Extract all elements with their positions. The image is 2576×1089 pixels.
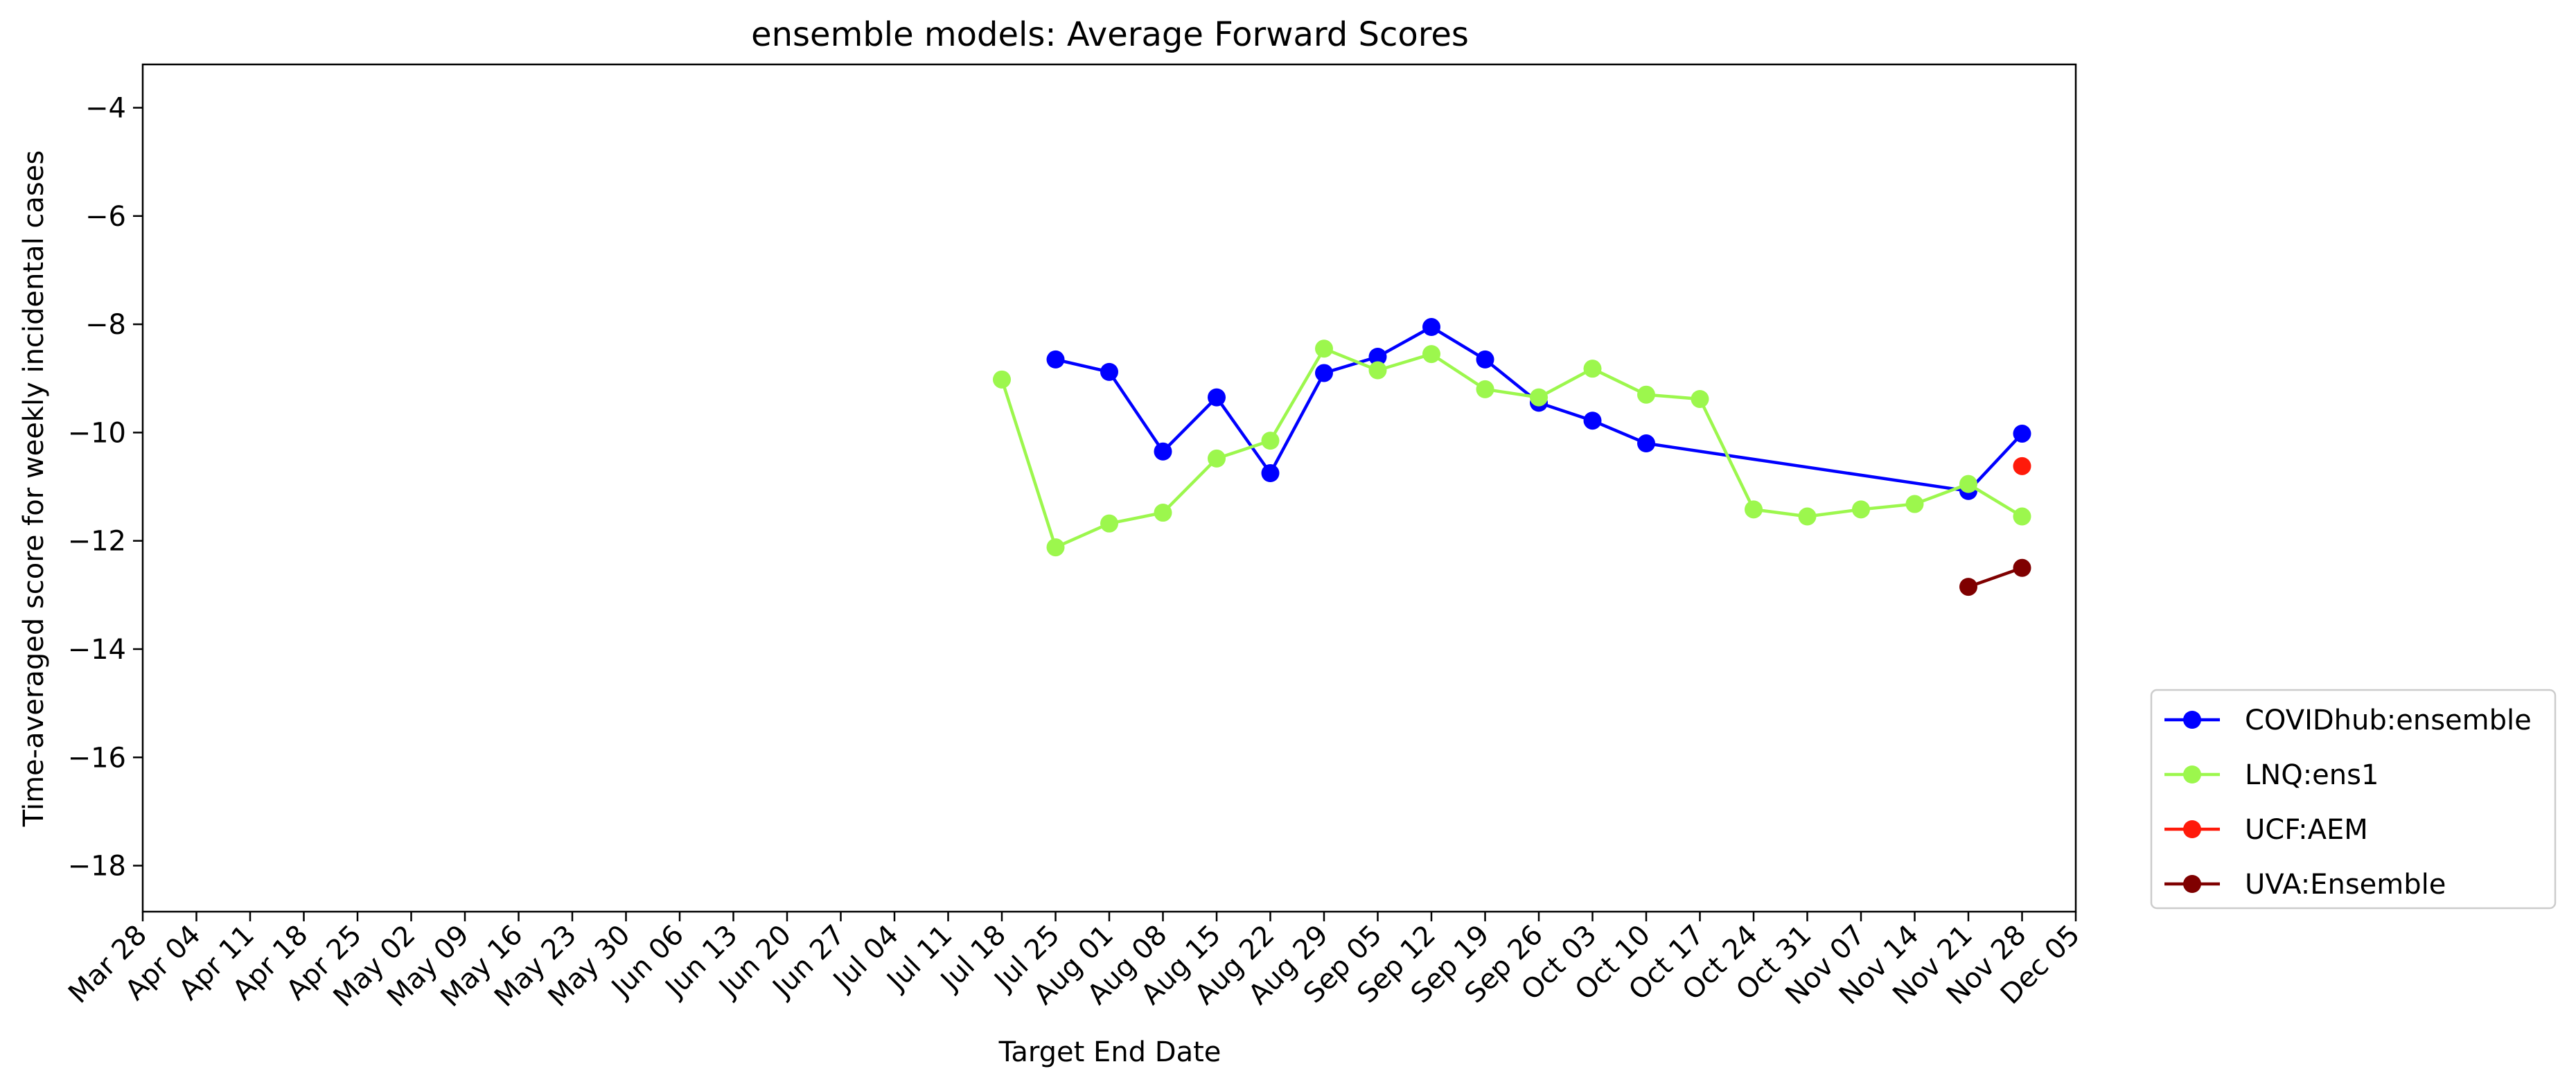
- data-point: [1476, 380, 1494, 398]
- legend-label: COVIDhub:ensemble: [2245, 705, 2532, 736]
- y-tick-label: −12: [68, 526, 126, 558]
- data-point: [1530, 388, 1548, 407]
- data-point: [993, 370, 1011, 389]
- data-point: [1637, 434, 1655, 453]
- y-tick-label: −8: [85, 309, 126, 341]
- series-UCF:AEM: [2013, 457, 2031, 475]
- data-point: [2013, 457, 2031, 475]
- series-layer: [993, 318, 2031, 596]
- chart-title: ensemble models: Average Forward Scores: [751, 15, 1469, 54]
- y-tick-label: −10: [68, 417, 126, 449]
- data-point: [1154, 442, 1172, 461]
- legend-marker: [2183, 820, 2201, 838]
- data-point: [1583, 360, 1602, 378]
- data-point: [1583, 411, 1602, 430]
- series-UVA:Ensemble: [1959, 558, 2031, 596]
- data-point: [1368, 361, 1387, 380]
- data-point: [1315, 364, 1333, 382]
- series-line: [1055, 325, 2024, 493]
- data-point: [2013, 558, 2031, 577]
- data-point: [1852, 500, 1870, 519]
- data-point: [1100, 514, 1118, 533]
- data-point: [1208, 388, 1226, 407]
- legend-marker: [2183, 875, 2201, 893]
- data-point: [1315, 339, 1333, 358]
- legend: COVIDhub:ensemble LNQ:ens1 UCF:AEM UVA:Ense…: [2150, 689, 2557, 910]
- data-point: [1959, 578, 1977, 596]
- data-point: [1637, 385, 1655, 404]
- data-point: [1422, 318, 1440, 337]
- y-axis: −4 −6 −8 −10 −12 −14 −16 −18: [68, 93, 143, 883]
- data-point: [2013, 507, 2031, 526]
- data-point: [1261, 432, 1280, 450]
- series-line: [1968, 566, 2023, 589]
- data-point: [1691, 389, 1709, 408]
- series-line: [1000, 347, 2023, 549]
- legend-marker: [2183, 765, 2201, 783]
- legend-label: UCF:AEM: [2245, 814, 2368, 846]
- data-point: [1208, 449, 1226, 468]
- legend-box: [2150, 689, 2557, 910]
- y-tick-label: −18: [68, 851, 126, 883]
- data-point: [1959, 475, 1977, 493]
- data-point: [1798, 507, 1817, 526]
- data-point: [1261, 464, 1280, 483]
- plot-frame: [141, 63, 2077, 913]
- data-point: [1905, 495, 1924, 513]
- legend-marker: [2183, 711, 2201, 729]
- y-tick-label: −6: [85, 201, 126, 233]
- data-point: [1422, 345, 1440, 364]
- y-tick-label: −16: [68, 742, 126, 774]
- data-point: [1368, 347, 1387, 366]
- x-axis-label: Target End Date: [998, 1036, 1221, 1068]
- series-COVIDhub:ensemble: [1046, 318, 2031, 500]
- legend-label: LNQ:ens1: [2245, 759, 2379, 791]
- y-axis-label: Time-averaged score for weekly incidenta…: [18, 150, 50, 827]
- data-point: [2013, 424, 2031, 443]
- y-tick-label: −4: [85, 93, 126, 125]
- data-point: [1154, 504, 1172, 522]
- series-LNQ:ens1: [993, 339, 2031, 557]
- data-point: [1745, 500, 1763, 519]
- data-point: [1046, 538, 1065, 557]
- data-point: [1476, 350, 1494, 369]
- y-tick-label: −14: [68, 634, 126, 666]
- data-point: [1100, 362, 1118, 381]
- legend-label: UVA:Ensemble: [2245, 869, 2446, 901]
- data-point: [1046, 350, 1065, 369]
